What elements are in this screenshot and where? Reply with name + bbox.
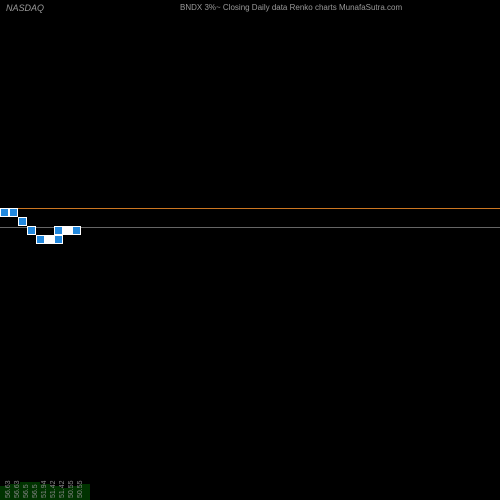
resistance-line: [0, 208, 500, 209]
x-tick-label: 50.55: [68, 480, 75, 498]
renko-chart: 56.6356.6356.556.551.9451.4251.4250.5550…: [0, 18, 500, 468]
renko-brick: [18, 217, 27, 226]
x-tick-label: 51.42: [59, 480, 66, 498]
renko-brick: [0, 208, 9, 217]
x-tick-label: 56.63: [5, 480, 12, 498]
x-tick-label: 51.94: [41, 480, 48, 498]
x-tick-label: 51.42: [50, 480, 57, 498]
exchange-label: NASDAQ: [6, 3, 44, 13]
chart-title: BNDX 3%~ Closing Daily data Renko charts…: [180, 3, 402, 12]
renko-brick: [45, 235, 54, 244]
x-tick-label: 50.55: [77, 480, 84, 498]
x-tick-label: 56.5: [32, 484, 39, 498]
renko-brick: [36, 235, 45, 244]
renko-brick: [27, 226, 36, 235]
renko-brick: [54, 226, 63, 235]
chart-header: NASDAQ BNDX 3%~ Closing Daily data Renko…: [0, 3, 500, 17]
x-tick-label: 56.63: [14, 480, 21, 498]
renko-brick: [54, 235, 63, 244]
renko-brick: [72, 226, 81, 235]
renko-brick: [9, 208, 18, 217]
renko-brick: [63, 226, 72, 235]
x-tick-label: 56.5: [23, 484, 30, 498]
